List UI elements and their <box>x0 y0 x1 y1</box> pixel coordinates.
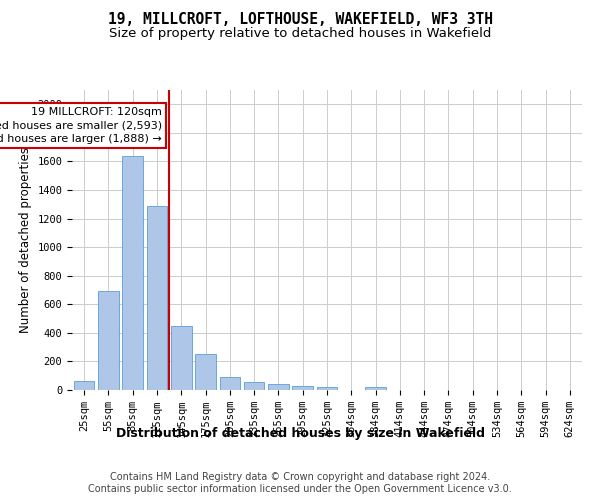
Bar <box>122 156 143 390</box>
Text: Contains HM Land Registry data © Crown copyright and database right 2024.
Contai: Contains HM Land Registry data © Crown c… <box>88 472 512 494</box>
Text: Size of property relative to detached houses in Wakefield: Size of property relative to detached ho… <box>109 28 491 40</box>
Bar <box>74 380 94 390</box>
Bar <box>171 326 191 390</box>
Bar <box>146 206 167 390</box>
Text: Distribution of detached houses by size in Wakefield: Distribution of detached houses by size … <box>115 428 485 440</box>
Bar <box>317 387 337 390</box>
Bar <box>195 354 216 390</box>
Text: 19 MILLCROFT: 120sqm
← 57% of detached houses are smaller (2,593)
42% of semi-de: 19 MILLCROFT: 120sqm ← 57% of detached h… <box>0 107 162 144</box>
Bar <box>365 387 386 390</box>
Bar <box>292 386 313 390</box>
Bar <box>244 382 265 390</box>
Bar <box>268 384 289 390</box>
Text: 19, MILLCROFT, LOFTHOUSE, WAKEFIELD, WF3 3TH: 19, MILLCROFT, LOFTHOUSE, WAKEFIELD, WF3… <box>107 12 493 28</box>
Bar <box>98 290 119 390</box>
Y-axis label: Number of detached properties: Number of detached properties <box>19 147 32 333</box>
Bar <box>220 377 240 390</box>
